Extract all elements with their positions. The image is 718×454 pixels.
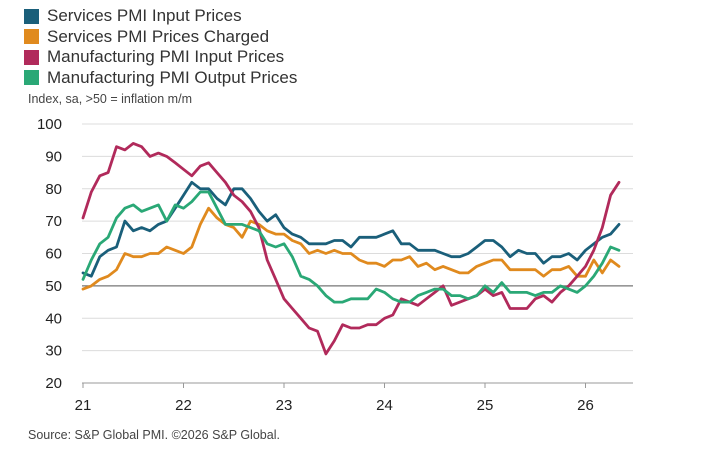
series-manufacturing-output-prices xyxy=(81,190,621,304)
y-tick-label: 20 xyxy=(45,375,62,392)
y-tick-label: 30 xyxy=(45,343,62,360)
y-axis-label: Index, sa, >50 = inflation m/m xyxy=(28,92,192,106)
grid-lines xyxy=(82,123,633,384)
series-manufacturing-input-prices xyxy=(81,141,621,356)
legend-label: Services PMI Input Prices xyxy=(47,6,242,26)
legend-item-services-charged: Services PMI Prices Charged xyxy=(24,27,297,48)
x-tick-label: 21 xyxy=(75,397,92,414)
x-tick-label: 24 xyxy=(376,397,393,414)
y-tick-label: 80 xyxy=(45,181,62,198)
legend-item-manufacturing-output: Manufacturing PMI Output Prices xyxy=(24,68,297,89)
source-note: Source: S&P Global PMI. ©2026 S&P Global… xyxy=(28,428,280,442)
series-lines xyxy=(81,141,621,356)
legend-item-manufacturing-input: Manufacturing PMI Input Prices xyxy=(24,47,297,68)
legend-label: Manufacturing PMI Input Prices xyxy=(47,47,285,67)
legend-swatch xyxy=(24,8,39,24)
legend-label: Manufacturing PMI Output Prices xyxy=(47,67,298,87)
series-services-input-prices xyxy=(81,180,621,278)
y-tick-label: 100 xyxy=(37,116,62,133)
legend-swatch xyxy=(24,49,39,65)
x-tick-label: 22 xyxy=(175,397,192,414)
legend-swatch xyxy=(24,29,39,45)
y-tick-label: 60 xyxy=(45,246,62,263)
x-tick-label: 26 xyxy=(577,397,594,414)
x-tick-label: 25 xyxy=(477,397,494,414)
legend-swatch xyxy=(24,70,39,86)
y-axis-ticks: 100 90 80 70 60 50 40 30 20 xyxy=(37,116,62,392)
x-tick-label: 23 xyxy=(276,397,293,414)
y-tick-label: 70 xyxy=(45,213,62,230)
series-services-prices-charged xyxy=(81,206,621,291)
y-tick-label: 40 xyxy=(45,310,62,327)
legend-label: Services PMI Prices Charged xyxy=(47,26,270,46)
legend-item-services-input: Services PMI Input Prices xyxy=(24,6,297,27)
x-axis-ticks: 21 22 23 24 25 26 xyxy=(75,383,594,414)
y-tick-label: 90 xyxy=(45,148,62,165)
y-tick-label: 50 xyxy=(45,278,62,295)
legend: Services PMI Input Prices Services PMI P… xyxy=(24,6,297,88)
